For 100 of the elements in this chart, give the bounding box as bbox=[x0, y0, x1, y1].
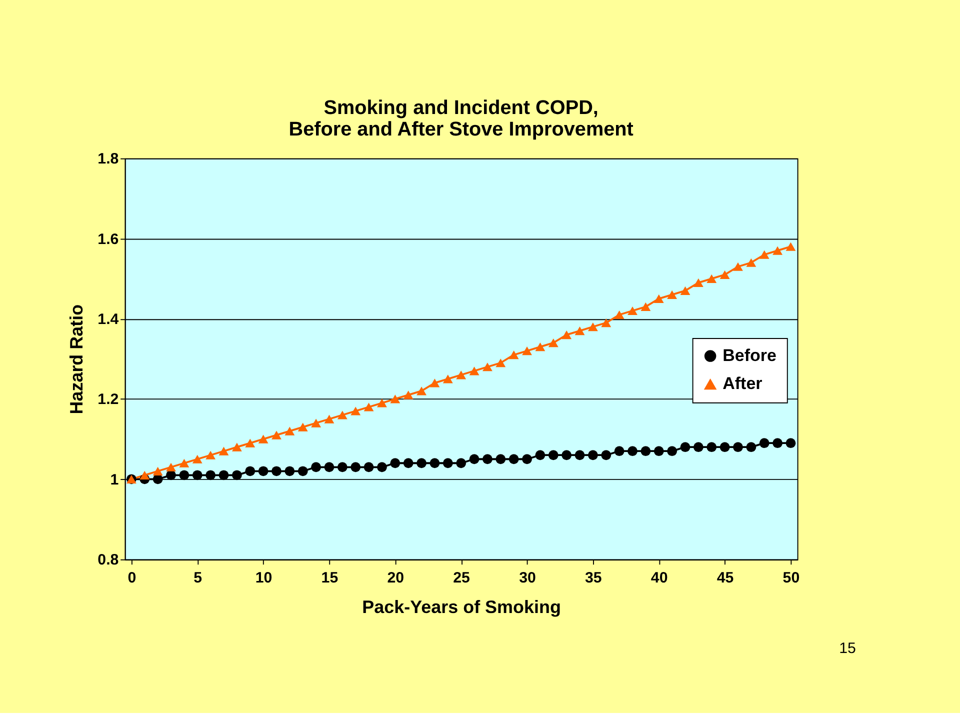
x-tick-label: 45 bbox=[716, 570, 734, 587]
point bbox=[232, 470, 242, 480]
point bbox=[311, 418, 321, 428]
point bbox=[654, 446, 664, 456]
point bbox=[482, 454, 492, 464]
x-axis-title: Pack-Years of Smoking bbox=[362, 596, 561, 617]
point bbox=[284, 426, 295, 436]
point bbox=[496, 358, 506, 368]
point bbox=[442, 374, 453, 384]
point bbox=[588, 322, 598, 332]
point bbox=[482, 362, 492, 372]
point bbox=[298, 422, 308, 432]
point bbox=[693, 442, 704, 452]
point bbox=[469, 454, 480, 464]
point bbox=[442, 458, 453, 468]
point bbox=[680, 442, 690, 452]
point bbox=[152, 466, 163, 476]
point bbox=[272, 466, 282, 476]
point bbox=[746, 442, 756, 452]
point bbox=[245, 438, 256, 448]
point bbox=[693, 278, 704, 287]
point bbox=[390, 458, 400, 468]
point bbox=[218, 446, 229, 456]
x-tick-label: 15 bbox=[321, 570, 338, 587]
point bbox=[364, 462, 374, 472]
point bbox=[298, 466, 308, 476]
point bbox=[206, 470, 216, 480]
point bbox=[403, 458, 414, 468]
x-tick-label: 0 bbox=[128, 570, 136, 587]
x-tick-label: 40 bbox=[650, 570, 668, 587]
y-tick-label: 1.4 bbox=[98, 310, 120, 328]
point bbox=[535, 450, 546, 460]
x-tick-label: 5 bbox=[194, 570, 202, 587]
x-tick-label: 50 bbox=[782, 570, 800, 587]
point bbox=[562, 330, 572, 340]
point bbox=[456, 370, 466, 380]
point bbox=[574, 326, 585, 336]
point bbox=[166, 462, 176, 472]
x-tick-label: 10 bbox=[255, 570, 272, 587]
point bbox=[746, 258, 756, 267]
point bbox=[140, 470, 150, 480]
point bbox=[759, 250, 770, 259]
point bbox=[508, 350, 519, 360]
point bbox=[720, 442, 730, 452]
point bbox=[403, 390, 414, 400]
point bbox=[548, 450, 558, 460]
point bbox=[640, 302, 651, 312]
point bbox=[522, 454, 532, 464]
point bbox=[786, 438, 796, 448]
point bbox=[667, 290, 678, 299]
point bbox=[496, 454, 506, 464]
point bbox=[364, 402, 374, 412]
point bbox=[535, 342, 546, 352]
point bbox=[272, 430, 282, 440]
point bbox=[245, 466, 256, 476]
point bbox=[179, 458, 190, 468]
point bbox=[522, 346, 532, 356]
point bbox=[350, 406, 361, 416]
point bbox=[588, 450, 598, 460]
point bbox=[377, 398, 387, 408]
point bbox=[706, 442, 717, 452]
x-tick-label: 25 bbox=[453, 570, 470, 587]
point bbox=[562, 450, 572, 460]
point bbox=[324, 462, 334, 472]
point bbox=[416, 458, 426, 468]
point bbox=[628, 306, 638, 316]
text: 15 bbox=[839, 640, 856, 658]
point bbox=[574, 450, 585, 460]
point bbox=[179, 470, 190, 480]
point bbox=[284, 466, 295, 476]
point bbox=[166, 470, 176, 480]
x-tick-label: 35 bbox=[585, 570, 602, 587]
point bbox=[508, 454, 519, 464]
point bbox=[759, 438, 770, 448]
y-tick-label: 0.8 bbox=[98, 552, 119, 569]
point bbox=[206, 450, 216, 460]
point bbox=[258, 434, 268, 444]
point bbox=[337, 410, 348, 420]
chart-title: Smoking and Incident COPD, Before and After Stove Improvement bbox=[288, 96, 634, 141]
point bbox=[654, 294, 664, 304]
point bbox=[706, 274, 717, 283]
point bbox=[430, 458, 440, 468]
point bbox=[640, 446, 651, 456]
point bbox=[601, 318, 612, 328]
point bbox=[614, 310, 624, 320]
y-tick-label: 1 bbox=[110, 471, 119, 488]
point bbox=[469, 366, 480, 376]
point bbox=[614, 446, 624, 456]
point bbox=[218, 470, 229, 480]
y-tick-label: 1.6 bbox=[98, 230, 119, 248]
point bbox=[232, 442, 242, 452]
legend-label: After bbox=[722, 374, 763, 394]
y-axis-title: Hazard Ratio bbox=[66, 304, 87, 414]
point bbox=[772, 438, 782, 448]
point bbox=[337, 462, 348, 472]
point bbox=[720, 270, 730, 279]
point bbox=[192, 454, 202, 464]
x-tick-label: 20 bbox=[387, 570, 404, 587]
point bbox=[192, 470, 202, 480]
point bbox=[772, 246, 782, 255]
